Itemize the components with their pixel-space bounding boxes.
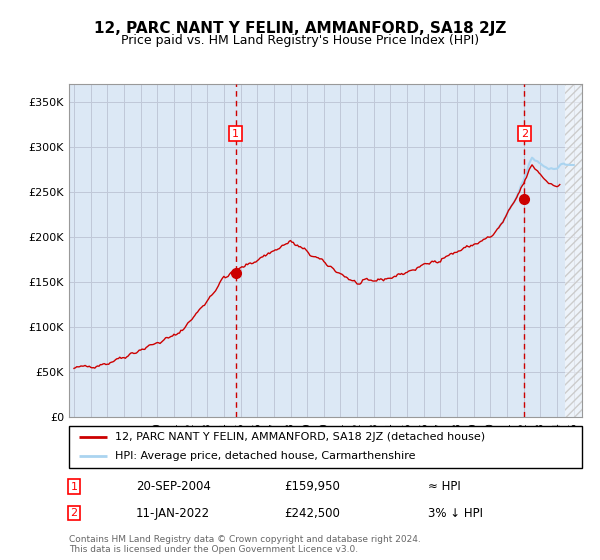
Text: 20-SEP-2004: 20-SEP-2004 (136, 480, 211, 493)
Text: HPI: Average price, detached house, Carmarthenshire: HPI: Average price, detached house, Carm… (115, 451, 416, 461)
Text: 1: 1 (71, 482, 77, 492)
Bar (565, 84, 584, 417)
Text: 2: 2 (521, 129, 528, 138)
Text: £159,950: £159,950 (284, 480, 340, 493)
Text: 1: 1 (232, 129, 239, 138)
Text: 12, PARC NANT Y FELIN, AMMANFORD, SA18 2JZ: 12, PARC NANT Y FELIN, AMMANFORD, SA18 2… (94, 21, 506, 36)
Text: £242,500: £242,500 (284, 507, 340, 520)
Bar (565, 84, 584, 417)
Text: 11-JAN-2022: 11-JAN-2022 (136, 507, 210, 520)
Text: 3% ↓ HPI: 3% ↓ HPI (428, 507, 483, 520)
Text: ≈ HPI: ≈ HPI (428, 480, 461, 493)
Text: 12, PARC NANT Y FELIN, AMMANFORD, SA18 2JZ (detached house): 12, PARC NANT Y FELIN, AMMANFORD, SA18 2… (115, 432, 485, 442)
Text: Contains HM Land Registry data © Crown copyright and database right 2024.
This d: Contains HM Land Registry data © Crown c… (69, 535, 421, 554)
Text: 2: 2 (71, 508, 77, 518)
Text: Price paid vs. HM Land Registry's House Price Index (HPI): Price paid vs. HM Land Registry's House … (121, 34, 479, 46)
